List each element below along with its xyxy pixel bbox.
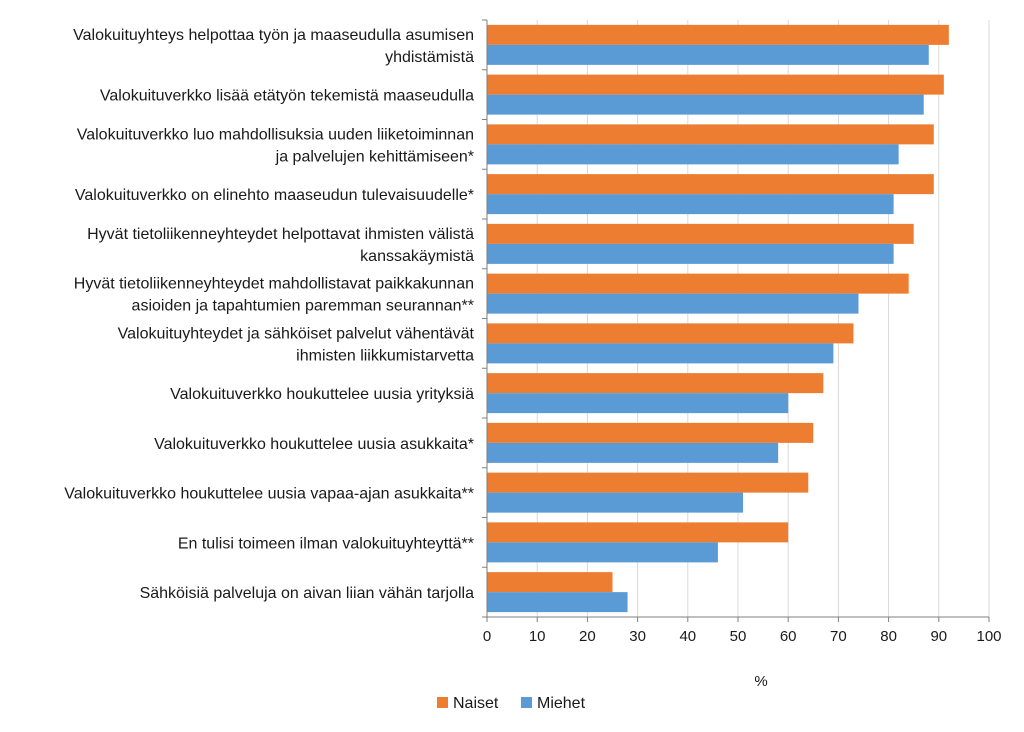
bar-miehet-8 — [487, 442, 779, 463]
category-label: Hyvät tietoliikenneyhteydet mahdollistav… — [74, 276, 474, 315]
category-label-line: ihmisten liikkumistarvetta — [296, 347, 474, 364]
bar-miehet-9 — [487, 492, 744, 513]
x-tick-label: 30 — [629, 628, 646, 645]
bar-miehet-10 — [487, 542, 718, 563]
tick-labels: 0 10 20 30 40 50 60 70 80 90 100 — [483, 628, 1002, 645]
category-label-line: Valokuituyhteys helpottaa työn ja maaseu… — [73, 27, 474, 44]
x-tick-label: 0 — [483, 628, 491, 645]
category-labels: Valokuituyhteys helpottaa työn ja maaseu… — [64, 27, 474, 602]
bar-miehet-7 — [487, 393, 789, 414]
category-label-line: Sähköisiä palveluja on aivan liian vähän… — [140, 585, 475, 602]
bar-miehet-1 — [487, 94, 924, 115]
category-label: Valokuituyhteys helpottaa työn ja maaseu… — [73, 27, 474, 66]
category-label-line: Hyvät tietoliikenneyhteydet helpottavat … — [87, 226, 474, 243]
category-label-line: Valokuituverkko houkuttelee uusia vapaa-… — [64, 486, 474, 503]
category-label: Valokuituverkko luo mahdollisuksia uuden… — [77, 126, 474, 165]
legend-label-miehet: Miehet — [537, 695, 586, 712]
category-label: Valokuituverkko houkuttelee uusia vapaa-… — [64, 486, 474, 503]
bar-naiset-2 — [487, 124, 934, 145]
category-label: Valokuituverkko houkuttelee uusia asukka… — [154, 436, 474, 453]
category-label: En tulisi toimeen ilman valokuituyhteytt… — [178, 535, 474, 552]
bar-naiset-4 — [487, 223, 914, 244]
x-tick-label: 50 — [730, 628, 747, 645]
category-label-line: Valokuituyhteydet ja sähköiset palvelut … — [118, 325, 475, 342]
category-label: Valokuituverkko on elinehto maaseudun tu… — [75, 187, 474, 204]
category-label-line: Valokuituverkko luo mahdollisuksia uuden… — [77, 126, 474, 143]
x-tick-label: 40 — [679, 628, 696, 645]
category-label-line: kanssakäymistä — [360, 248, 474, 265]
category-label: Hyvät tietoliikenneyhteydet helpottavat … — [87, 226, 474, 265]
x-tick-label: 100 — [976, 628, 1001, 645]
bar-miehet-5 — [487, 293, 859, 314]
x-axis-title: % — [754, 673, 767, 690]
legend-swatch-naiset — [437, 697, 448, 708]
bar-naiset-0 — [487, 24, 949, 45]
bar-miehet-6 — [487, 343, 834, 364]
bar-naiset-6 — [487, 323, 854, 344]
category-label: Valokuituverkko lisää etätyön tekemistä … — [100, 88, 474, 105]
bar-miehet-0 — [487, 44, 929, 65]
x-tick-label: 10 — [529, 628, 546, 645]
category-label-line: yhdistämistä — [385, 49, 474, 66]
category-label-line: asioiden ja tapahtumien paremman seurann… — [132, 298, 474, 315]
axes — [482, 19, 990, 622]
bar-naiset-9 — [487, 472, 809, 493]
category-label: Sähköisiä palveluja on aivan liian vähän… — [140, 585, 475, 602]
legend-swatch-miehet — [521, 697, 532, 708]
x-tick-label: 20 — [579, 628, 596, 645]
bar-naiset-8 — [487, 422, 814, 443]
x-tick-label: 70 — [830, 628, 847, 645]
bar-naiset-3 — [487, 174, 934, 195]
category-label-line: Valokuituverkko on elinehto maaseudun tu… — [75, 187, 474, 204]
bar-naiset-1 — [487, 74, 944, 95]
legend-label-naiset: Naiset — [453, 695, 499, 712]
category-label: Valokuituyhteydet ja sähköiset palvelut … — [118, 325, 475, 364]
bar-naiset-10 — [487, 522, 789, 543]
category-label-line: ja palvelujen kehittämiseen* — [275, 148, 474, 165]
bar-naiset-11 — [487, 572, 613, 593]
x-tick-label: 90 — [930, 628, 947, 645]
bar-miehet-4 — [487, 243, 894, 264]
bars — [487, 24, 949, 613]
legend: Naiset Miehet — [437, 695, 586, 712]
category-label-line: En tulisi toimeen ilman valokuituyhteytt… — [178, 535, 474, 552]
bar-miehet-2 — [487, 144, 899, 165]
bar-naiset-7 — [487, 373, 824, 394]
gridlines — [486, 20, 990, 617]
x-tick-label: 60 — [780, 628, 797, 645]
bar-miehet-11 — [487, 592, 628, 613]
category-label: Valokuituverkko houkuttelee uusia yrityk… — [170, 386, 474, 403]
category-label-line: Valokuituverkko houkuttelee uusia asukka… — [154, 436, 474, 453]
category-label-line: Valokuituverkko houkuttelee uusia yrityk… — [170, 386, 474, 403]
bar-miehet-3 — [487, 194, 894, 215]
bar-naiset-5 — [487, 273, 909, 294]
category-label-line: Hyvät tietoliikenneyhteydet mahdollistav… — [74, 276, 474, 293]
category-label-line: Valokuituverkko lisää etätyön tekemistä … — [100, 88, 474, 105]
x-tick-label: 80 — [880, 628, 897, 645]
